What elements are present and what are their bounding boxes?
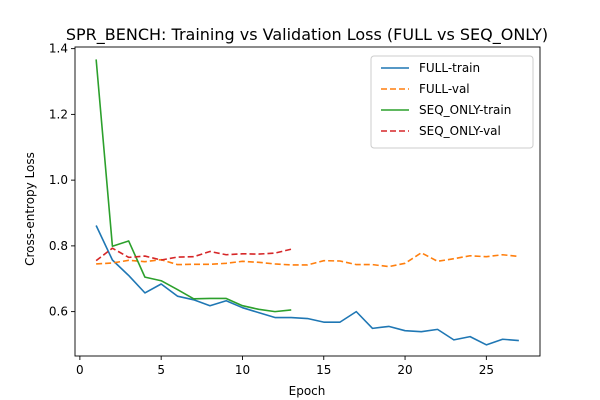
axes: 0 5 10 15 20 25 0.6 0.8 1.0 1.2 1.4 [49, 42, 541, 377]
legend-label-seq-only-train: SEQ_ONLY-train [419, 103, 511, 117]
series-line-seq-only-val [95, 247, 292, 262]
chart-title: SPR_BENCH: Training vs Validation Loss (… [66, 25, 548, 45]
y-tick-label: 0.6 [49, 305, 68, 319]
plot-frame [74, 46, 541, 357]
legend: FULL-train FULL-val SEQ_ONLY-train SEQ_ONLY… [370, 55, 534, 149]
y-tick-label: 0.8 [49, 239, 68, 253]
x-tick-label: 15 [316, 363, 331, 377]
legend-label-seq-only-val: SEQ_ONLY-val [419, 124, 501, 138]
y-tick-label: 1.4 [49, 42, 68, 56]
series-line-full-train [95, 225, 519, 346]
legend-box [370, 55, 534, 149]
x-axis-label: Epoch [289, 384, 326, 398]
legend-label-full-val: FULL-val [419, 82, 470, 96]
y-tick-label: 1.0 [49, 173, 68, 187]
legend-label-full-train: FULL-train [419, 61, 480, 75]
x-tick-label: 10 [235, 363, 250, 377]
y-axis-label: Cross-entropy Loss [23, 152, 37, 266]
plot-area [95, 59, 519, 346]
x-tick-label: 20 [397, 363, 412, 377]
series-line-seq-only-train [95, 59, 292, 313]
x-tick-label: 25 [479, 363, 494, 377]
y-tick-label: 1.2 [49, 107, 68, 121]
series-line-full-val [96, 251, 519, 268]
x-tick-label: 0 [76, 363, 84, 377]
x-tick-label: 5 [157, 363, 165, 377]
